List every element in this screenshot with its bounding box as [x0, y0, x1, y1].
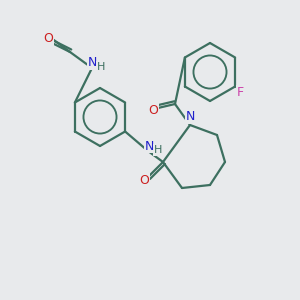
Text: N: N — [87, 56, 97, 70]
Text: N: N — [144, 140, 154, 152]
Text: H: H — [97, 62, 105, 72]
Text: O: O — [43, 32, 53, 46]
Text: O: O — [139, 173, 149, 187]
Text: H: H — [154, 145, 162, 155]
Text: O: O — [148, 103, 158, 116]
Text: N: N — [185, 110, 195, 124]
Text: F: F — [237, 86, 244, 99]
